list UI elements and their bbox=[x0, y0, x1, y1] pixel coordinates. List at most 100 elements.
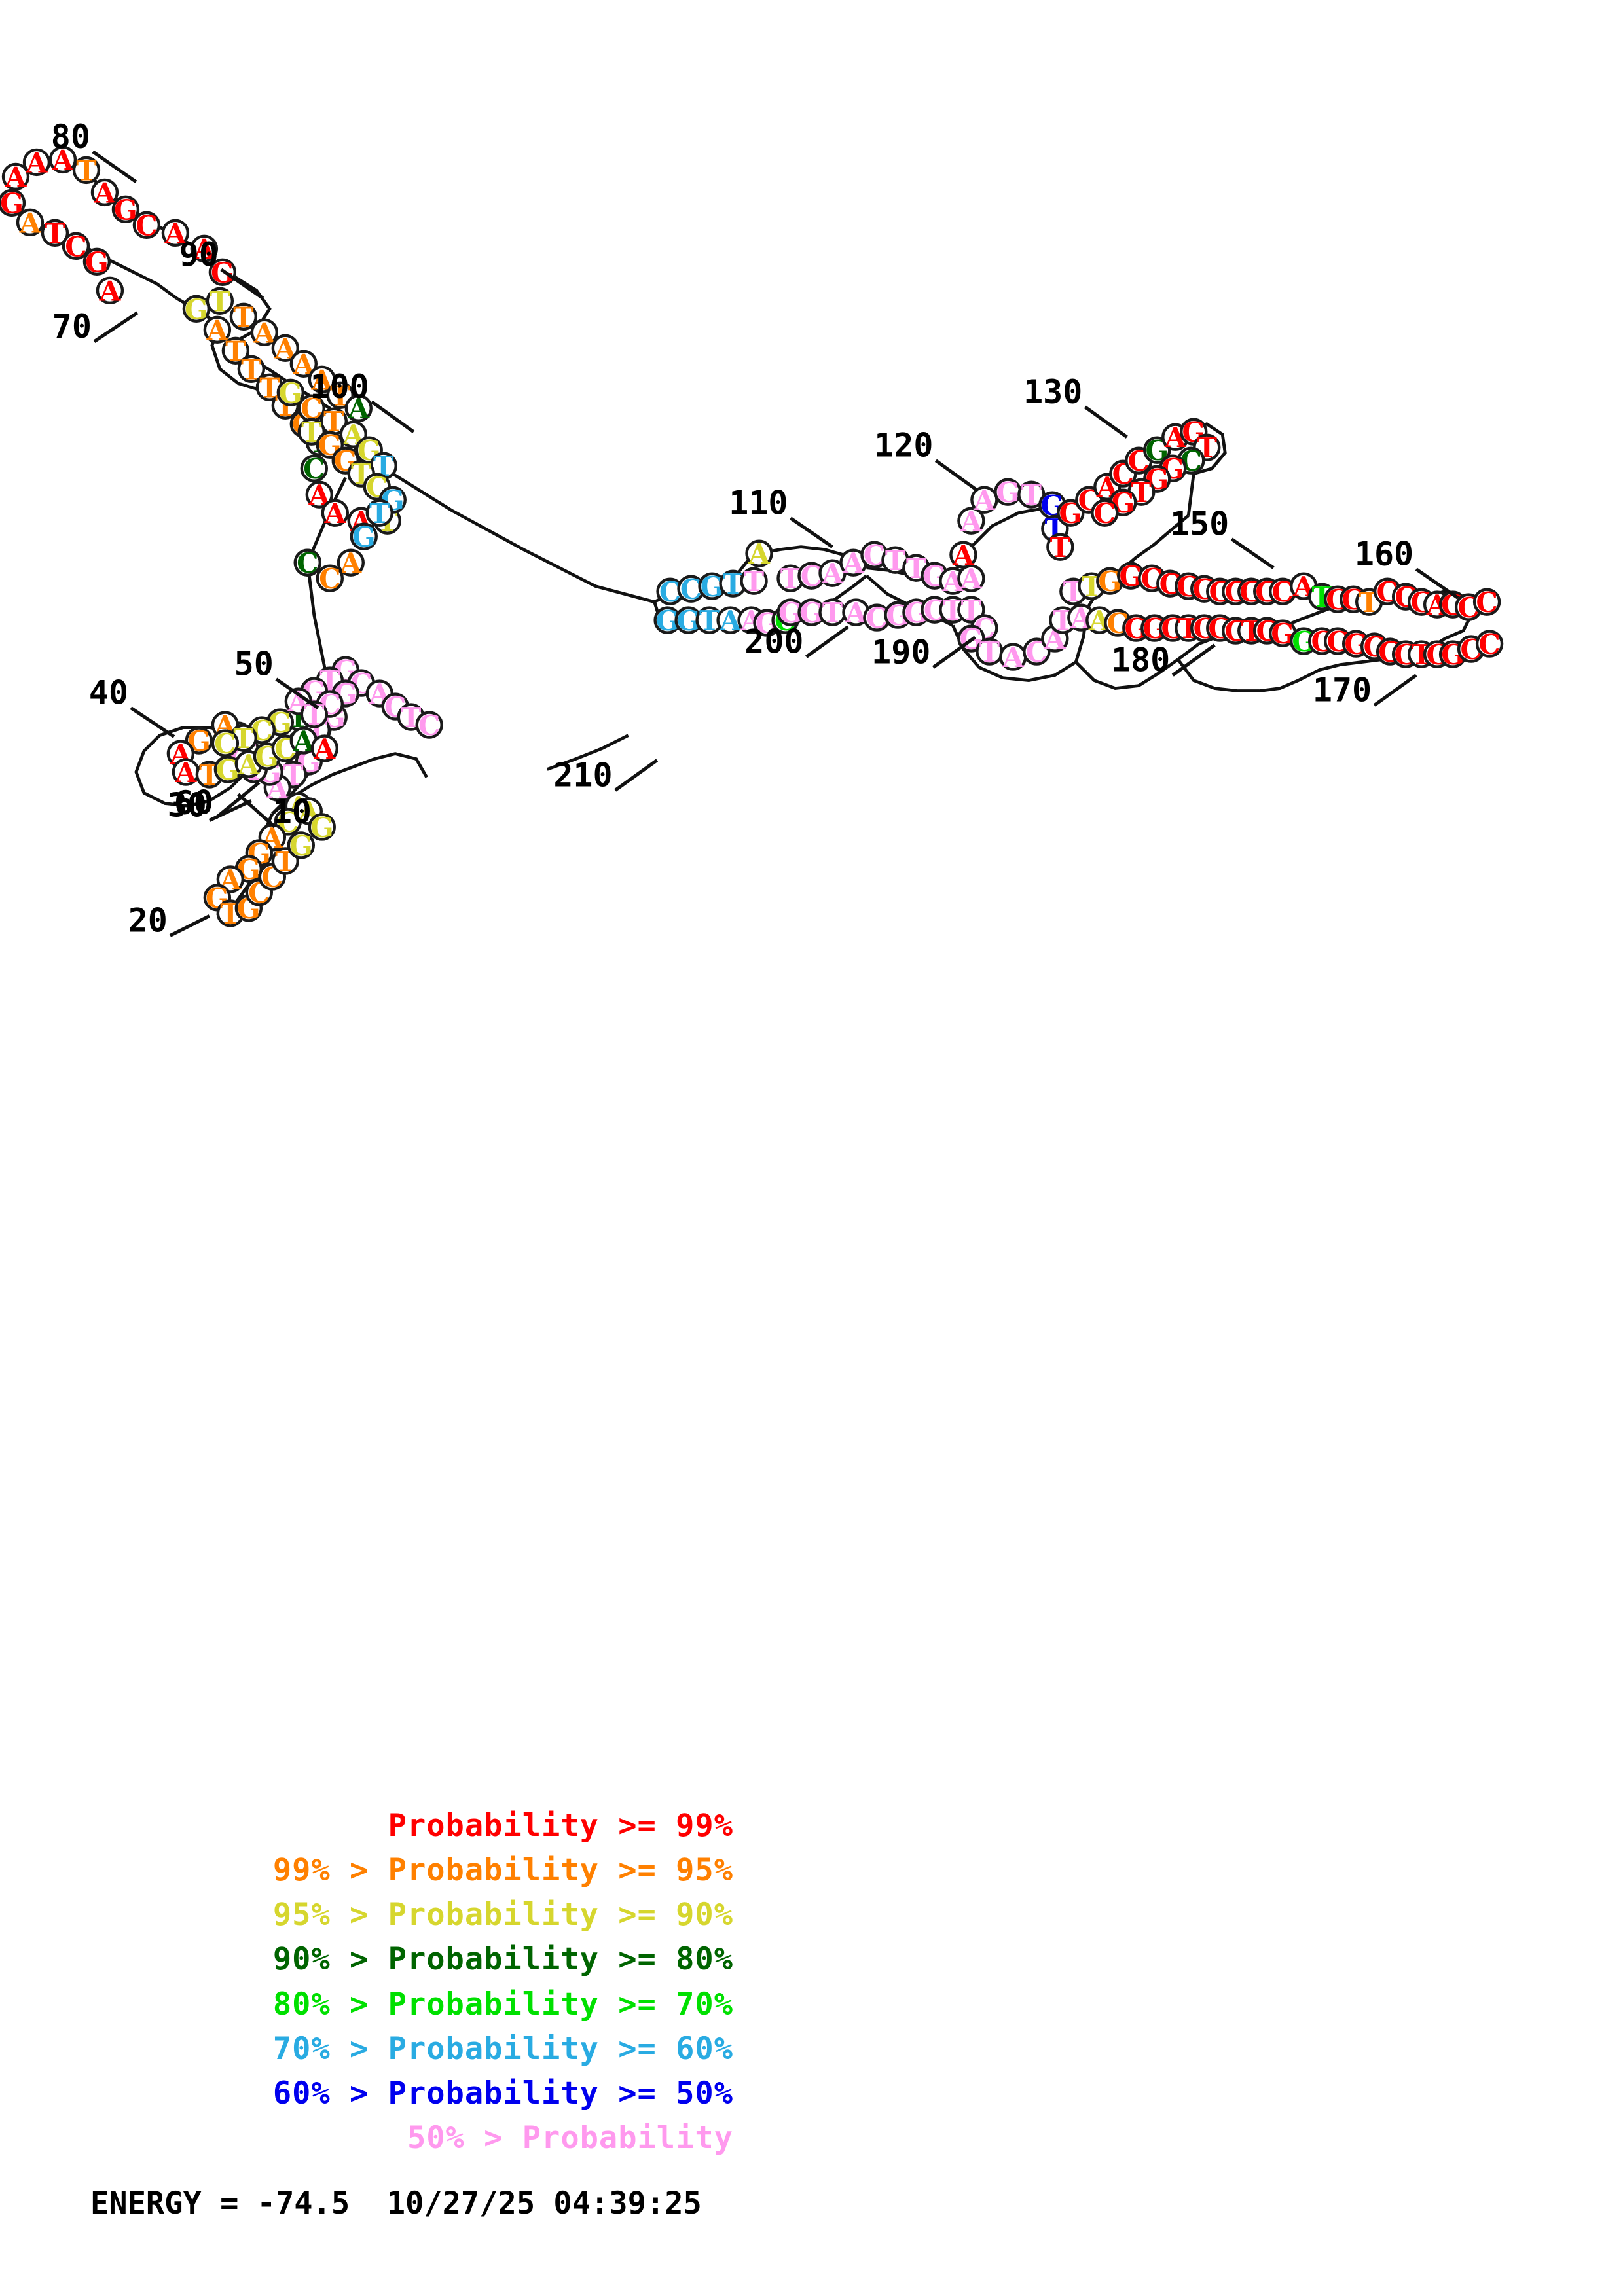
position-label-50: 50 bbox=[234, 645, 274, 683]
position-label-60: 60 bbox=[174, 783, 213, 821]
energy-and-timestamp: ENERGY = -74.5 10/27/25 04:39:25 bbox=[90, 2185, 702, 2222]
position-leader-line bbox=[1415, 567, 1459, 600]
nucleotide: C bbox=[1360, 631, 1389, 663]
svg-text:C: C bbox=[1094, 497, 1116, 529]
probability-legend: Probability >= 99% 99% > Probability >= … bbox=[0, 1806, 1623, 2221]
position-label-110: 110 bbox=[729, 484, 788, 522]
nucleotide: C bbox=[1269, 576, 1297, 608]
svg-text:A: A bbox=[94, 177, 117, 209]
nucleotide: G bbox=[994, 476, 1022, 509]
nucleotide: T bbox=[41, 217, 69, 249]
legend-entry-6: 60% > Probability >= 50% bbox=[272, 2075, 733, 2111]
nucleotide: A bbox=[96, 275, 124, 307]
nucleotide: C bbox=[677, 573, 705, 605]
position-leader-line bbox=[169, 914, 211, 937]
nucleotide: A bbox=[344, 393, 373, 425]
position-leader-line bbox=[1373, 673, 1417, 707]
position-leader-line bbox=[93, 311, 139, 343]
nucleotide: G bbox=[350, 521, 378, 553]
position-label-90: 90 bbox=[179, 236, 219, 274]
nucleotide: A bbox=[321, 497, 349, 529]
nucleotide-layer: AAATAGCAAGTTAAAATAGATCGAGATTTTGTCAAATGCT… bbox=[0, 144, 1504, 930]
position-leader-line bbox=[790, 516, 833, 548]
nucleotide: T bbox=[1017, 479, 1046, 511]
svg-text:T: T bbox=[1050, 531, 1070, 564]
svg-text:A: A bbox=[339, 547, 362, 579]
nucleotide: A bbox=[22, 147, 51, 179]
nucleotide: T bbox=[365, 497, 393, 529]
nucleotide: T bbox=[206, 285, 234, 317]
position-leader-line bbox=[130, 706, 175, 738]
position-leader-line bbox=[92, 150, 137, 184]
nucleotide: T bbox=[695, 605, 723, 637]
legend-entry-3: 90% > Probability >= 80% bbox=[272, 1941, 733, 1978]
svg-text:C: C bbox=[214, 728, 236, 760]
svg-text:A: A bbox=[206, 314, 229, 346]
nucleotide: G bbox=[1143, 435, 1171, 467]
svg-text:A: A bbox=[1002, 641, 1025, 673]
nucleotide: G bbox=[213, 754, 242, 786]
position-label-210: 210 bbox=[553, 757, 612, 795]
nucleotide: C bbox=[300, 453, 328, 485]
nucleotide: A bbox=[16, 207, 45, 239]
nucleotide: T bbox=[229, 301, 258, 333]
svg-text:T: T bbox=[885, 545, 905, 577]
svg-text:C: C bbox=[659, 576, 681, 608]
nucleotide: G bbox=[1143, 463, 1171, 495]
legend-entry-0: Probability >= 99% bbox=[388, 1808, 733, 1844]
svg-text:T: T bbox=[1021, 479, 1042, 511]
svg-text:T: T bbox=[699, 605, 720, 637]
position-label-80: 80 bbox=[51, 118, 90, 156]
position-leader-line bbox=[932, 636, 976, 669]
nucleotide: A bbox=[970, 484, 998, 516]
svg-text:G: G bbox=[310, 812, 334, 844]
nucleotide: T bbox=[300, 699, 328, 731]
position-label-130: 130 bbox=[1023, 373, 1082, 411]
nucleotide: C bbox=[132, 209, 161, 242]
svg-text:C: C bbox=[303, 453, 325, 485]
svg-text:C: C bbox=[1476, 586, 1497, 619]
nucleotide: T bbox=[776, 563, 805, 595]
svg-text:T: T bbox=[979, 636, 1000, 668]
nucleotide: G bbox=[1096, 565, 1124, 598]
svg-text:C: C bbox=[864, 539, 885, 571]
svg-text:T: T bbox=[369, 497, 390, 529]
nucleotide: G bbox=[276, 377, 305, 409]
svg-text:G: G bbox=[289, 830, 313, 862]
nucleotide: T bbox=[818, 597, 847, 629]
nucleotide: G bbox=[182, 293, 211, 325]
svg-text:A: A bbox=[175, 757, 198, 789]
nucleotide: C bbox=[316, 563, 344, 595]
nucleotide: C bbox=[860, 539, 888, 571]
nucleotide: A bbox=[337, 547, 365, 579]
nucleotide: C bbox=[1472, 586, 1501, 619]
nucleotide: A bbox=[90, 177, 119, 209]
position-leader-line bbox=[934, 459, 979, 492]
position-leader-line bbox=[1084, 405, 1128, 439]
nucleotide: T bbox=[72, 154, 101, 187]
nucleotide: C bbox=[1091, 497, 1119, 529]
nucleotide: C bbox=[1023, 636, 1051, 668]
svg-text:T: T bbox=[822, 597, 843, 629]
svg-text:G: G bbox=[996, 476, 1019, 509]
svg-text:G: G bbox=[216, 754, 240, 786]
nucleotide: A bbox=[957, 505, 985, 537]
nucleotide: G bbox=[287, 830, 316, 862]
position-leader-line bbox=[220, 268, 264, 300]
nucleotide: G bbox=[1057, 497, 1085, 529]
svg-text:A: A bbox=[347, 393, 370, 425]
svg-text:C: C bbox=[418, 709, 440, 742]
nucleotide: A bbox=[172, 757, 200, 789]
svg-text:A: A bbox=[324, 497, 347, 529]
svg-text:C: C bbox=[866, 602, 888, 634]
nucleotide: C bbox=[62, 230, 90, 262]
nucleotide: G bbox=[308, 812, 336, 844]
position-leader-line bbox=[614, 759, 659, 792]
nucleotide: T bbox=[976, 636, 1004, 668]
position-label-20: 20 bbox=[128, 901, 168, 939]
svg-text:C: C bbox=[136, 209, 157, 242]
svg-text:A: A bbox=[19, 207, 42, 239]
svg-text:A: A bbox=[845, 597, 867, 629]
position-leader-line bbox=[1230, 537, 1275, 569]
position-label-10: 10 bbox=[272, 793, 312, 831]
